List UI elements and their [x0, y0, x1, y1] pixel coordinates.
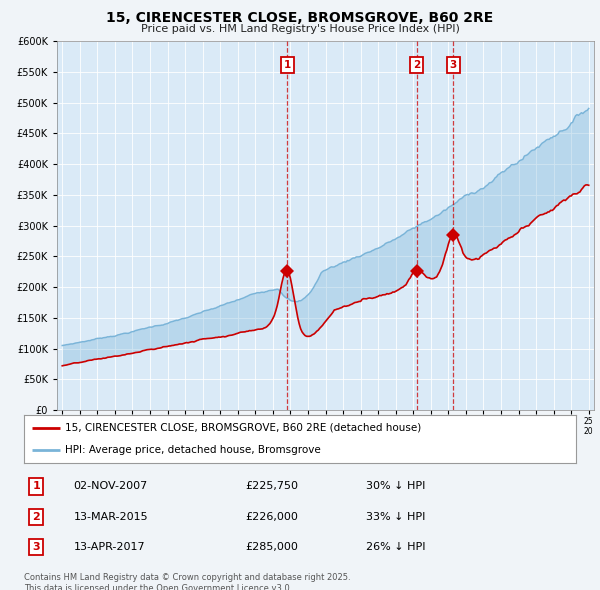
Text: HPI: Average price, detached house, Bromsgrove: HPI: Average price, detached house, Brom…	[65, 445, 321, 455]
Text: 1: 1	[32, 481, 40, 491]
Text: 13-APR-2017: 13-APR-2017	[74, 542, 145, 552]
Text: 3: 3	[32, 542, 40, 552]
Text: 3: 3	[449, 60, 457, 70]
Text: 02-NOV-2007: 02-NOV-2007	[74, 481, 148, 491]
Text: 33% ↓ HPI: 33% ↓ HPI	[366, 512, 425, 522]
Text: 30% ↓ HPI: 30% ↓ HPI	[366, 481, 425, 491]
Text: 2: 2	[413, 60, 420, 70]
Text: 15, CIRENCESTER CLOSE, BROMSGROVE, B60 2RE: 15, CIRENCESTER CLOSE, BROMSGROVE, B60 2…	[106, 11, 494, 25]
Text: £226,000: £226,000	[245, 512, 298, 522]
Text: 26% ↓ HPI: 26% ↓ HPI	[366, 542, 426, 552]
Text: 15, CIRENCESTER CLOSE, BROMSGROVE, B60 2RE (detached house): 15, CIRENCESTER CLOSE, BROMSGROVE, B60 2…	[65, 423, 422, 433]
Text: 1: 1	[284, 60, 291, 70]
Text: Contains HM Land Registry data © Crown copyright and database right 2025.
This d: Contains HM Land Registry data © Crown c…	[24, 573, 350, 590]
Text: 2: 2	[32, 512, 40, 522]
Text: £225,750: £225,750	[245, 481, 298, 491]
Text: £285,000: £285,000	[245, 542, 298, 552]
Text: 13-MAR-2015: 13-MAR-2015	[74, 512, 148, 522]
Text: Price paid vs. HM Land Registry's House Price Index (HPI): Price paid vs. HM Land Registry's House …	[140, 24, 460, 34]
